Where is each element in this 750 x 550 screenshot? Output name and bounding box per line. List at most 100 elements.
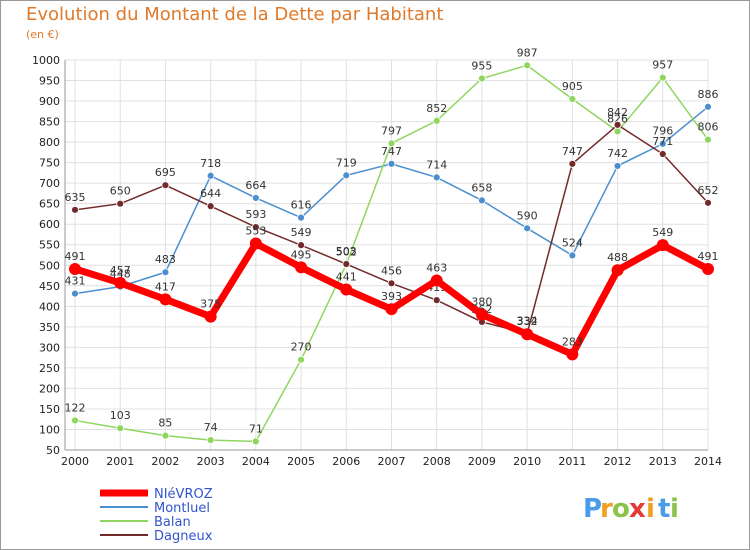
series-point	[523, 61, 532, 70]
y-tick-label: 450	[39, 280, 60, 293]
series-point	[478, 196, 486, 205]
chart-title: Evolution du Montant de la Dette par Hab…	[26, 4, 444, 25]
data-label: 549	[652, 226, 673, 239]
series-point	[297, 213, 305, 222]
brand-letter: o	[612, 494, 630, 524]
series-point	[568, 95, 577, 103]
brand-letter: r	[600, 494, 613, 524]
series-point	[206, 171, 215, 180]
series-point	[251, 194, 260, 202]
y-tick-label: 550	[39, 239, 60, 252]
legend-label: Dagneux	[154, 529, 213, 544]
y-tick-label: 750	[39, 157, 60, 170]
series-point	[295, 261, 308, 274]
series-point	[430, 274, 443, 287]
series-point	[342, 171, 351, 180]
series-point	[523, 224, 532, 233]
data-label: 270	[291, 341, 312, 354]
data-label: 590	[517, 209, 538, 222]
series-point	[340, 283, 353, 296]
data-label: 593	[245, 208, 266, 221]
data-label: 431	[65, 275, 86, 288]
series-point	[69, 262, 81, 275]
series-point	[702, 262, 714, 275]
data-label: 495	[291, 248, 312, 261]
x-tick-label: 2005	[287, 455, 315, 468]
x-tick-label: 2009	[468, 455, 496, 468]
data-label: 334	[517, 314, 538, 327]
series-point	[432, 296, 441, 305]
data-label: 616	[291, 199, 312, 212]
brand-letter: i	[670, 494, 679, 524]
x-tick-label: 2012	[604, 455, 632, 468]
series-point	[613, 127, 622, 136]
series-point	[71, 289, 79, 298]
y-tick-label: 950	[39, 75, 60, 88]
x-tick-label: 2002	[151, 455, 179, 468]
legend-label: Balan	[154, 515, 191, 530]
series-point	[432, 116, 441, 125]
y-tick-label: 900	[39, 95, 60, 108]
series-point	[297, 355, 305, 364]
data-label: 796	[652, 125, 673, 138]
data-label: 85	[158, 417, 172, 430]
data-label: 491	[698, 250, 719, 263]
data-label: 332	[517, 315, 538, 328]
data-label: 718	[200, 157, 221, 170]
data-label: 122	[65, 401, 86, 414]
x-tick-label: 2008	[423, 455, 451, 468]
data-label: 771	[652, 135, 673, 148]
data-label: 955	[471, 59, 492, 72]
series-point	[568, 251, 577, 260]
x-tick-label: 2010	[513, 455, 541, 468]
x-tick-label: 2000	[61, 455, 89, 468]
data-label: 719	[336, 156, 357, 169]
y-tick-label: 500	[39, 259, 60, 272]
data-label: 714	[426, 158, 447, 171]
data-label: 71	[249, 422, 263, 435]
data-label: 747	[562, 145, 583, 158]
data-label: 826	[607, 112, 628, 125]
y-tick-label: 600	[39, 218, 60, 231]
data-label: 448	[110, 268, 131, 281]
y-tick-label: 650	[39, 198, 60, 211]
y-tick-label: 300	[39, 341, 60, 354]
data-label: 987	[517, 46, 538, 59]
data-label: 747	[381, 145, 402, 158]
series-point	[613, 162, 622, 170]
data-label: 549	[291, 226, 312, 239]
data-label: 491	[65, 250, 86, 263]
data-label: 283	[562, 335, 583, 348]
data-label: 644	[200, 187, 221, 200]
series-point	[704, 135, 712, 144]
x-tick-label: 2001	[106, 455, 134, 468]
series-point	[161, 431, 170, 440]
data-label: 695	[155, 166, 176, 179]
data-label: 658	[471, 181, 492, 194]
series-point	[385, 303, 398, 316]
data-label: 652	[698, 184, 719, 197]
data-label: 457	[110, 264, 131, 277]
series-point	[611, 264, 624, 277]
data-label: 503	[336, 245, 357, 258]
series-point	[387, 279, 396, 288]
series-point	[704, 102, 712, 111]
data-label: 488	[607, 251, 628, 264]
series-point	[204, 310, 217, 323]
series-point	[251, 223, 260, 231]
data-label: 380	[471, 296, 492, 309]
series-point	[478, 74, 486, 83]
brand-letter: i	[646, 494, 655, 524]
data-label: 957	[652, 59, 673, 72]
data-label: 886	[698, 88, 719, 101]
x-tick-label: 2006	[332, 455, 360, 468]
plot-area	[65, 60, 708, 450]
data-label: 375	[200, 298, 221, 311]
data-label: 524	[562, 236, 583, 249]
y-tick-label: 200	[39, 382, 60, 395]
series-point	[658, 73, 667, 82]
series-point	[116, 424, 125, 433]
data-label: 74	[204, 421, 218, 434]
x-tick-label: 2003	[197, 455, 225, 468]
